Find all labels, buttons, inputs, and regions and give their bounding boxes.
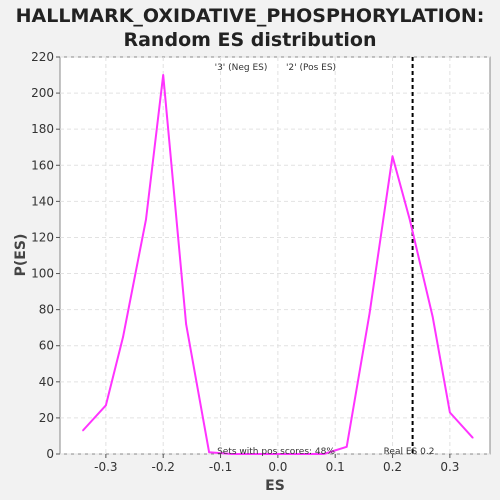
y-tick-label: 0 [46,447,54,461]
x-tick-label: -0.1 [209,460,232,474]
y-tick-label: 160 [31,158,54,172]
x-tick-label: -0.3 [94,460,117,474]
axis-layer: 0 20 40 60 80 100 120 140 160 180 200 220 -0.3 -0.2 -0… [31,50,459,474]
y-tick-label: 100 [31,267,54,281]
legend-neg-es: '3' (Neg ES) [215,63,268,73]
es-data-point [368,312,371,315]
legend-pos-es: '2' (Pos ES) [286,63,336,73]
y-tick-label: 20 [39,411,54,425]
y-tick-label: 220 [31,50,54,64]
annotation-real-es: Real ES 0.2 [384,447,435,457]
es-data-point [122,335,124,338]
y-tick-label: 80 [39,303,54,317]
y-tick-label: 140 [31,194,54,208]
es-data-point [185,323,187,325]
es-data-point [208,451,210,453]
y-tick-label: 200 [31,86,54,100]
plot-area [59,56,491,455]
x-axis-label: ES [265,478,285,494]
es-data-point [472,436,474,439]
es-data-point [300,453,302,455]
series-layer [82,74,474,455]
annotation-pos-scores: Sets with pos scores: 48% [217,447,335,457]
chart-subtitle: Random ES distribution [123,29,376,51]
es-data-point [105,404,107,407]
x-tick-label: 0.0 [268,460,287,474]
es-data-point [254,453,256,455]
es-data-point [145,218,147,221]
x-tick-label: 0.2 [383,460,402,474]
y-tick-label: 120 [31,230,54,244]
x-tick-label: 0.1 [326,460,345,474]
grid-layer [60,56,490,455]
es-data-point [231,453,233,455]
es-data-point [408,218,411,221]
es-data-point [162,74,164,76]
y-tick-label: 180 [31,122,54,136]
x-tick-label: -0.2 [151,460,174,474]
es-data-point [391,155,394,158]
es-data-point [449,411,451,414]
y-tick-label: 40 [39,375,54,389]
es-data-point [345,445,348,448]
y-axis-label: P(ES) [13,234,29,277]
es-data-point [322,453,325,455]
x-tick-label: 0.3 [440,460,459,474]
es-data-point [431,316,434,318]
chart-title: HALLMARK_OXIDATIVE_PHOSPHORYLATION: [16,5,485,27]
es-data-point [82,429,84,432]
es-data-point [277,453,279,455]
y-tick-label: 60 [39,339,54,353]
